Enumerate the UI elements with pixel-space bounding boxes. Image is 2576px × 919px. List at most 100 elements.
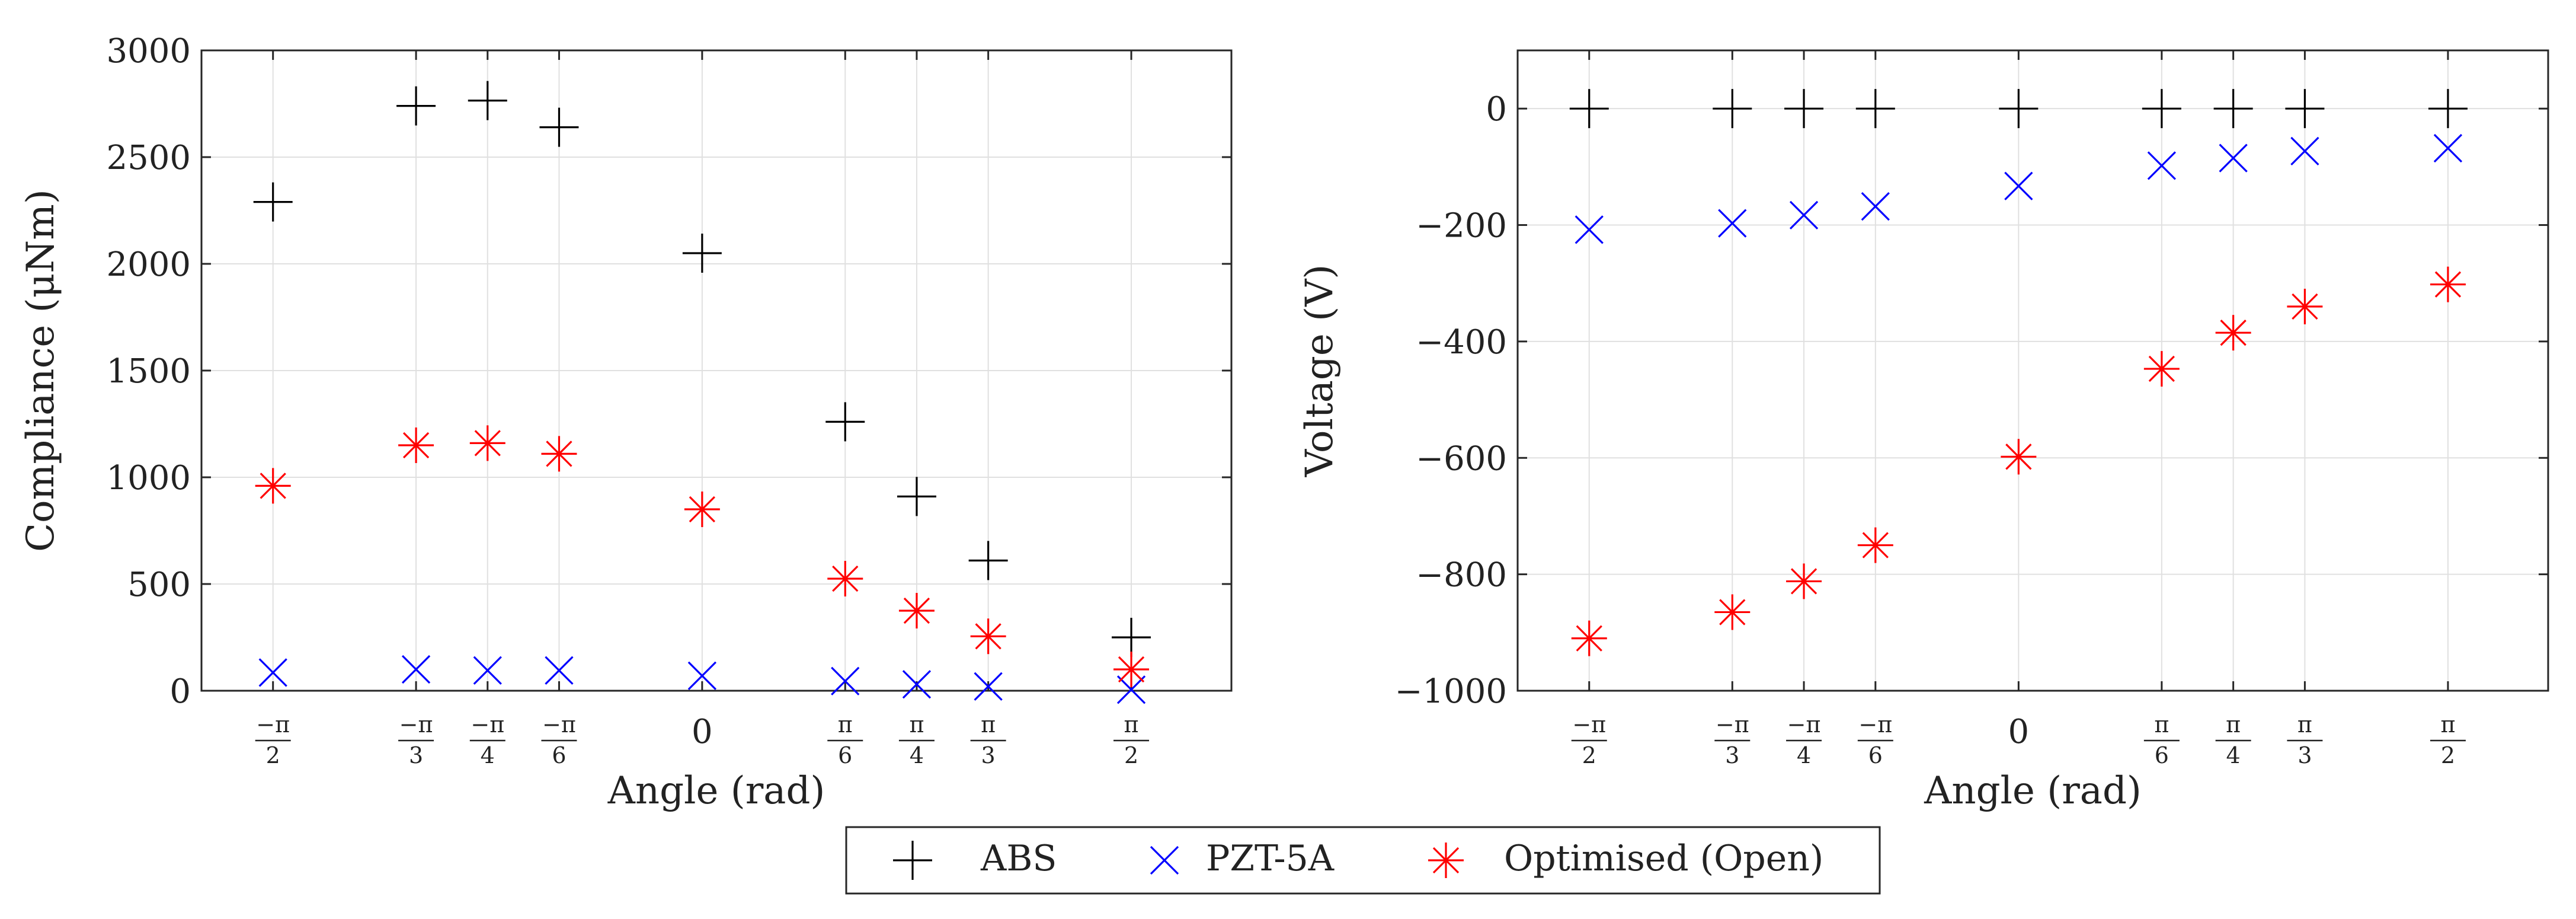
x-tick-label: −π 6 <box>541 711 577 768</box>
data-point-optimised-open-d2 <box>903 597 930 624</box>
data-point-optimised-open <box>1857 527 1893 563</box>
data-point-pzt-5a-d2 <box>473 656 502 685</box>
legend-box <box>845 826 1881 895</box>
series-pzt-5a <box>258 655 1146 704</box>
data-point-pzt-5a <box>831 666 860 695</box>
x-tick-label-numerator: −π <box>542 711 576 738</box>
y-tick-labels: 0 500 1000 1500 2000 2500 3000 <box>106 32 191 711</box>
data-point-pzt-5a <box>687 661 716 690</box>
data-point-abs <box>825 402 865 442</box>
data-point-optimised-open <box>898 593 935 628</box>
data-point-pzt-5a-d2 <box>1575 215 1604 244</box>
x-axis-label: Angle (rad) <box>1924 769 2142 813</box>
x-tick-label: π4 <box>898 711 935 768</box>
x-tick-label: −π 2 <box>255 711 291 768</box>
y-tick-label: 0 <box>169 672 191 711</box>
data-point-optimised-open <box>2001 439 2037 475</box>
data-point-optimised-open <box>2215 315 2251 351</box>
x-tick-label: −π 4 <box>469 711 505 768</box>
x-tick-label-denominator: 4 <box>2226 742 2241 768</box>
x-tick-label-denominator: 2 <box>1582 742 1596 768</box>
legend-marker-symbol <box>1150 845 1179 875</box>
x-tick-label-numerator: π <box>909 711 924 738</box>
x-tick-label-numerator: −π <box>471 711 504 738</box>
y-tick-label: −400 <box>1416 323 1507 362</box>
data-point-optimised-open <box>2430 266 2466 302</box>
axes-frame <box>1516 49 2549 692</box>
data-point-pzt-5a-d2 <box>2290 136 2319 165</box>
series-abs <box>253 81 1151 657</box>
data-point-abs <box>253 182 293 222</box>
tick-marks <box>1518 50 2548 692</box>
x-tick-label: 0 <box>2008 713 2030 751</box>
data-point-optimised-open-d2 <box>1790 568 1817 595</box>
y-tick-label: 500 <box>127 566 191 604</box>
data-point-optimised-open-d2 <box>402 432 430 459</box>
legend-marker-abs <box>893 841 932 880</box>
data-point-pzt-5a-d2 <box>1116 675 1146 704</box>
x-tick-label-denominator: 6 <box>552 742 566 768</box>
data-point-optimised-open <box>255 468 291 504</box>
series-abs <box>1569 89 2468 129</box>
x-tick-label: 0 <box>692 713 713 751</box>
data-point-optimised-open <box>970 618 1006 655</box>
data-point-abs <box>396 86 436 126</box>
data-point-pzt-5a-d2 <box>2433 133 2463 163</box>
data-point-pzt-5a <box>2433 133 2463 163</box>
data-point-abs <box>968 541 1008 580</box>
data-point-optimised-open-d2 <box>260 473 286 499</box>
x-tick-label: π4 <box>2215 711 2251 768</box>
y-tick-label: 2500 <box>106 139 191 177</box>
x-tick-label-numerator: π <box>2297 711 2312 738</box>
y-tick-label: −600 <box>1416 439 1507 478</box>
y-tick-labels: −1000 −800 −600 −400 −200 0 <box>1395 90 1507 711</box>
data-point-abs <box>2285 89 2325 129</box>
x-tick-label-denominator: 6 <box>2155 742 2169 768</box>
data-point-optimised-open-d2 <box>2148 355 2175 382</box>
x-tick-label-numerator: π <box>2226 711 2241 738</box>
data-point-pzt-5a <box>1789 200 1819 229</box>
y-tick-label: 1000 <box>106 459 191 497</box>
legend-label-abs: ABS <box>980 838 1057 879</box>
legend-marker-optimised-open <box>1428 843 1464 878</box>
legend-marker-symbol-d2 <box>1432 847 1460 874</box>
x-tick-label: −π 6 <box>1857 711 1893 768</box>
x-tick-label-numerator: −π <box>1716 711 1749 738</box>
x-tick-label: π2 <box>2430 711 2466 768</box>
data-point-optimised-open-d2 <box>1118 656 1145 683</box>
x-tick-label: π6 <box>827 711 863 768</box>
x-tick-label-numerator: π <box>2440 711 2455 738</box>
x-tick-label-denominator: 3 <box>409 742 423 768</box>
data-point-abs <box>682 234 722 273</box>
data-point-optimised-open <box>1786 563 1822 599</box>
x-tick-label-denominator: 4 <box>481 742 495 768</box>
data-point-pzt-5a <box>974 672 1003 701</box>
legend-label-pzt-5a: PZT-5A <box>1206 838 1335 879</box>
data-point-pzt-5a-d2 <box>974 672 1003 701</box>
data-point-abs <box>1784 89 1824 129</box>
x-tick-label-numerator: −π <box>1858 711 1892 738</box>
data-point-abs <box>2428 89 2468 129</box>
data-point-optimised-open-d2 <box>474 430 501 457</box>
y-tick-label: 1500 <box>106 352 191 391</box>
data-point-pzt-5a <box>1116 675 1146 704</box>
data-point-abs <box>468 81 507 120</box>
y-tick-label: 0 <box>1486 90 1507 129</box>
legend-label-optimised-open: Optimised (Open) <box>1504 838 1823 879</box>
x-tick-label-denominator: 3 <box>1725 742 1739 768</box>
data-point-pzt-5a-d2 <box>258 658 287 687</box>
y-tick-label: −800 <box>1416 556 1507 595</box>
data-point-pzt-5a-d2 <box>545 656 574 685</box>
data-point-pzt-5a <box>1718 209 1747 238</box>
x-tick-label-numerator: π <box>838 711 853 738</box>
legend-marker-symbol <box>893 841 932 880</box>
data-point-pzt-5a-d2 <box>687 661 716 690</box>
data-point-optimised-open <box>398 427 434 463</box>
data-point-pzt-5a <box>2219 143 2248 173</box>
x-tick-label-numerator: −π <box>1572 711 1606 738</box>
data-point-optimised-open-d2 <box>2220 320 2247 346</box>
data-point-pzt-5a <box>473 656 502 685</box>
